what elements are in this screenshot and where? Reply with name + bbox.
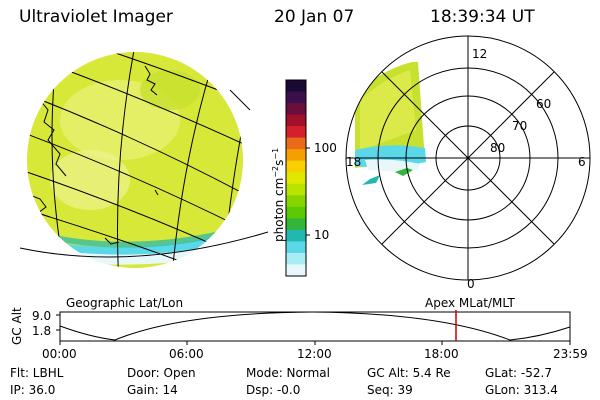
colorbar-segment	[286, 264, 306, 277]
instrument-title: Ultraviolet Imager	[19, 7, 173, 27]
colorbar-segment	[286, 195, 306, 208]
colorbar-segment	[286, 103, 306, 116]
colorbar-segment	[286, 137, 306, 150]
colorbar-segment	[286, 252, 306, 266]
unit-text: photon cm	[272, 177, 286, 242]
colorbar-tick-100: 100	[314, 141, 337, 155]
unit-exp: −2	[271, 165, 280, 178]
polar-plot	[345, 35, 591, 281]
timeline-tick-1200: 12:00	[297, 347, 332, 361]
info-dsp: Dsp: -0.0	[246, 383, 301, 397]
info-glat: GLat: -52.7	[485, 366, 552, 380]
colorbar	[285, 79, 310, 277]
timeline-axis-label: GC Alt	[10, 307, 24, 345]
colorbar-segment	[286, 183, 306, 196]
info-gain: Gain: 14	[127, 383, 178, 397]
colorbar-segment	[286, 229, 306, 243]
colorbar-segment	[286, 218, 306, 231]
info-ip: IP: 36.0	[10, 383, 56, 397]
mlt-label-6: 6	[578, 155, 586, 169]
timeline-tick-2359: 23:59	[553, 347, 588, 361]
colorbar-unit-label: photon cm−2s−1	[271, 147, 286, 242]
timeline-tick-1800: 18:00	[424, 347, 459, 361]
colorbar-segment	[286, 80, 306, 93]
colorbar-segment	[286, 206, 306, 219]
info-filter: Flt: LBHL	[10, 366, 64, 380]
colorbar-tick-10: 10	[314, 228, 330, 242]
colorbar-segment	[286, 126, 306, 139]
mlt-label-12: 12	[472, 47, 488, 61]
timeline-ymax: 9.0	[32, 309, 52, 323]
time-label: 18:39:34 UT	[430, 7, 535, 27]
mlt-label-18: 18	[346, 155, 362, 169]
timeline-tick-0000: 00:00	[42, 347, 77, 361]
info-mode: Mode: Normal	[246, 366, 330, 380]
timeline-left-label: Geographic Lat/Lon	[66, 296, 184, 310]
colorbar-segment	[286, 160, 306, 173]
date-label: 20 Jan 07	[274, 7, 355, 27]
unit-exp2: −1	[271, 147, 280, 160]
info-seq: Seq: 39	[367, 383, 413, 397]
timeline-ymin: 1.8	[32, 324, 52, 338]
info-gc-alt: GC Alt: 5.4 Re	[367, 366, 451, 380]
unit-s: s	[272, 159, 286, 166]
colorbar-segment	[286, 114, 306, 127]
lat-label-70: 70	[512, 119, 528, 133]
lat-label-60: 60	[536, 97, 552, 111]
timeline-plot	[56, 310, 571, 345]
colorbar-segment	[286, 149, 306, 162]
colorbar-segment	[286, 241, 306, 254]
colorbar-segment	[286, 91, 306, 104]
timeline-tick-0600: 06:00	[169, 347, 204, 361]
info-door: Door: Open	[127, 366, 196, 380]
colorbar-frame	[285, 79, 307, 277]
lat-label-80: 80	[490, 141, 506, 155]
colorbar-segment	[286, 172, 306, 185]
timeline-right-label: Apex MLat/MLT	[425, 296, 515, 310]
mlt-label-0: 0	[467, 277, 475, 291]
info-glon: GLon: 313.4	[485, 383, 558, 397]
